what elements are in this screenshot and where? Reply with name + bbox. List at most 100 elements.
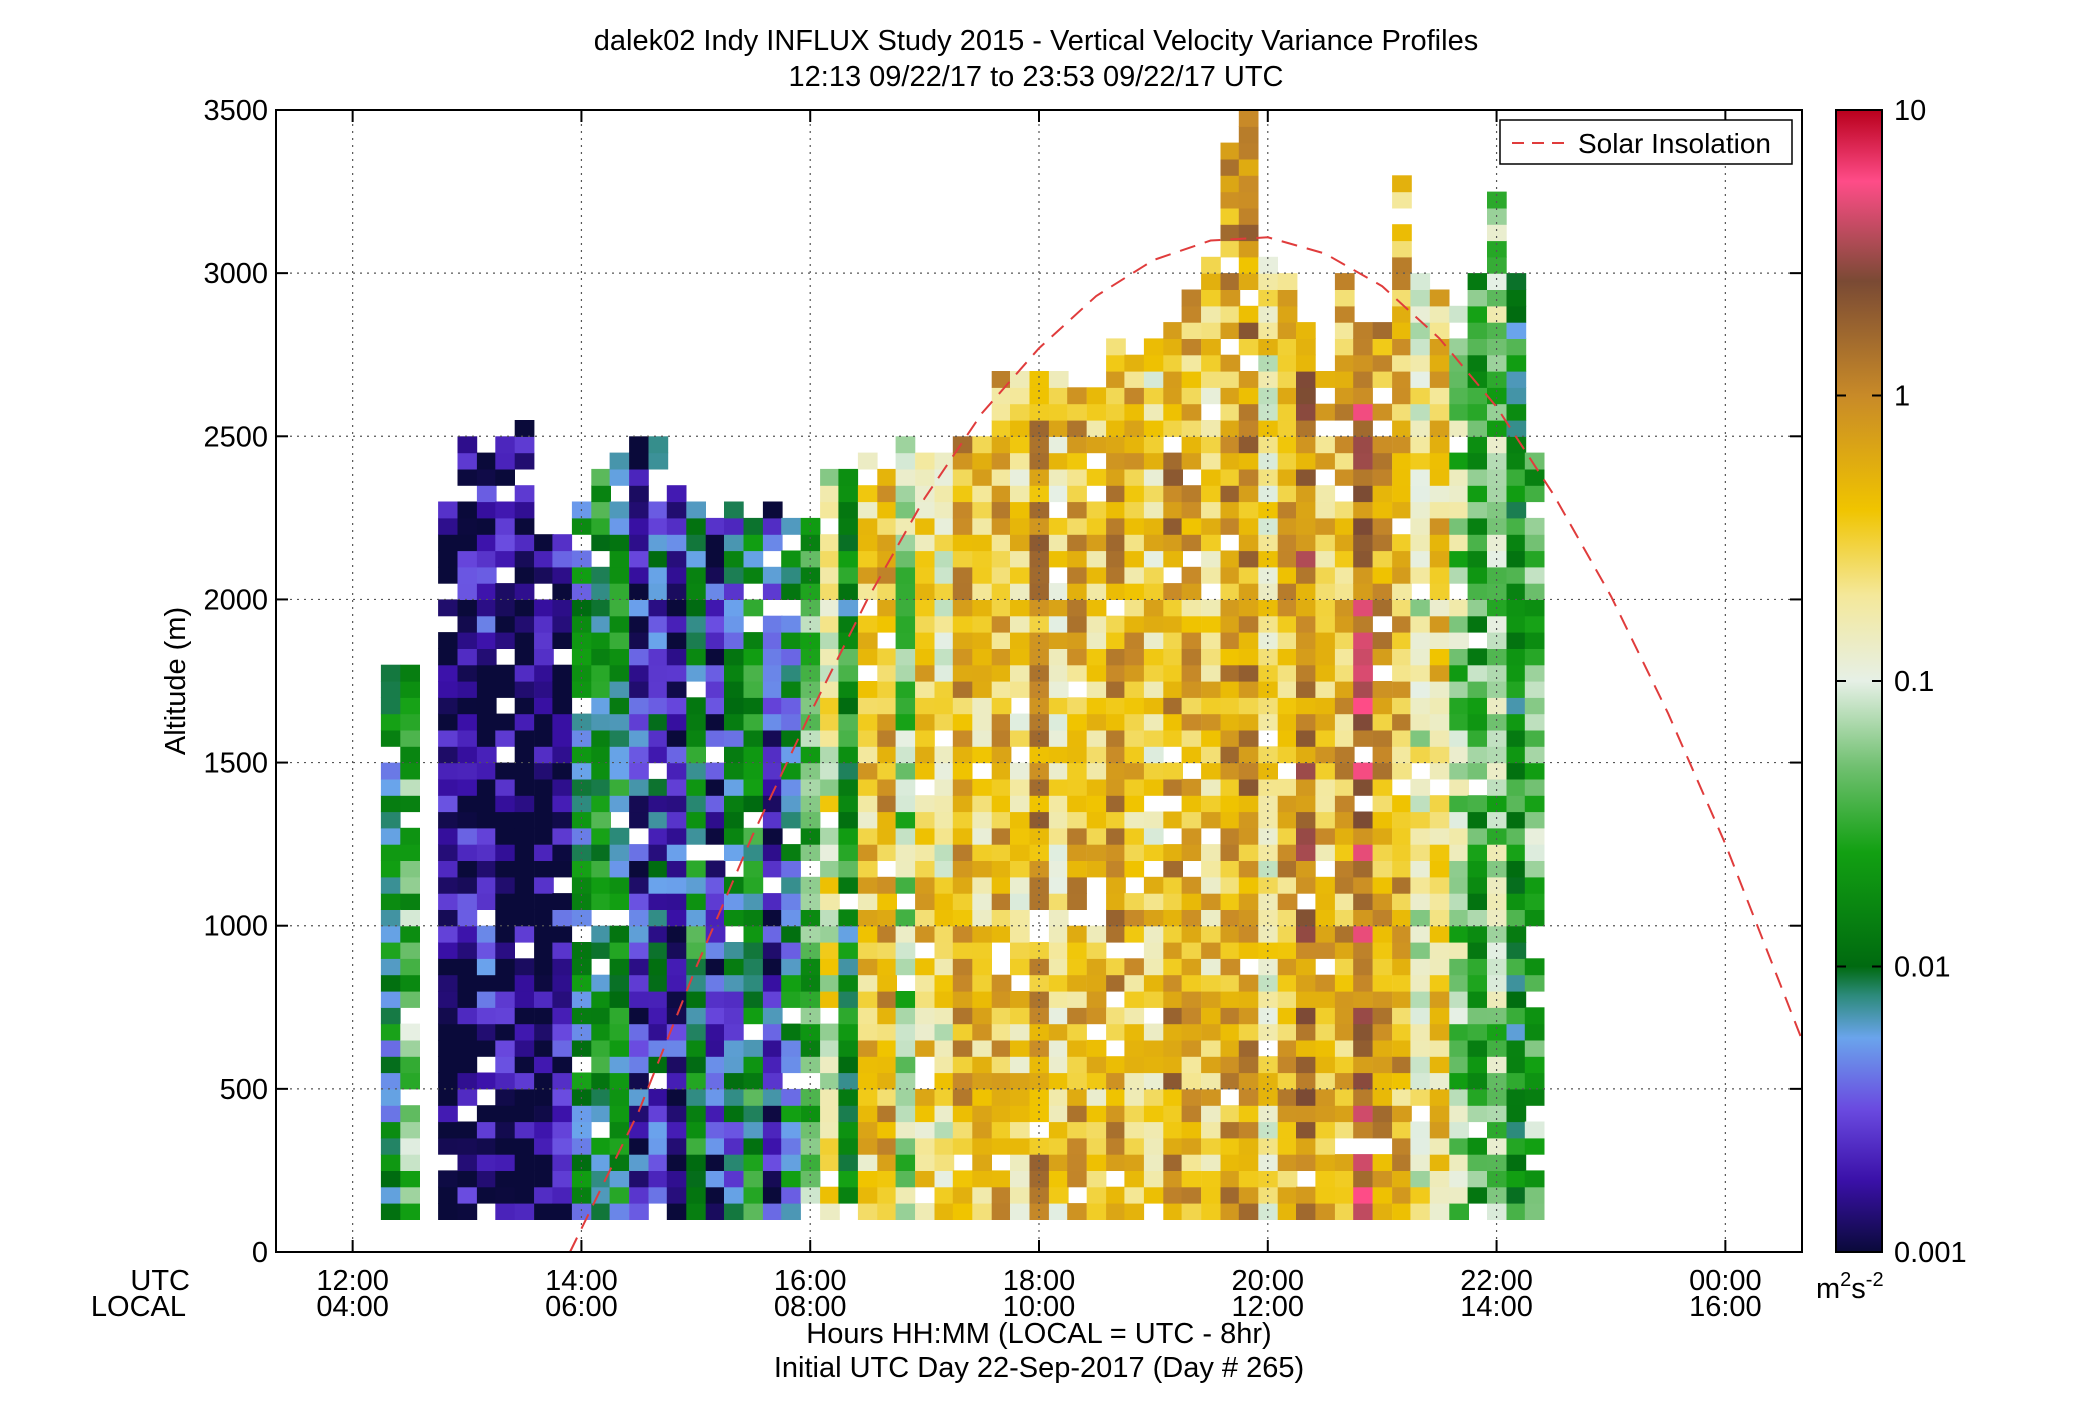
variance-cell — [591, 468, 611, 486]
variance-cell — [1143, 729, 1164, 747]
variance-cell — [380, 925, 401, 943]
variance-cell — [820, 909, 840, 927]
variance-cell — [1487, 909, 1507, 927]
variance-cell — [1238, 485, 1259, 503]
variance-cell — [1163, 1154, 1183, 1171]
profile-column — [686, 501, 706, 1220]
variance-cell — [1467, 795, 1488, 813]
variance-cell — [1201, 420, 1221, 437]
variance-cell — [495, 778, 515, 796]
variance-cell — [952, 1203, 973, 1220]
profile-column — [972, 436, 992, 1220]
variance-cell — [457, 436, 478, 454]
variance-cell — [1124, 632, 1145, 649]
variance-cell — [820, 762, 840, 780]
profile-column — [1163, 322, 1183, 1220]
colorbar-tick-label: 0.01 — [1894, 952, 1950, 984]
variance-cell — [552, 1072, 573, 1090]
variance-cell — [1429, 566, 1450, 584]
variance-cell — [1048, 746, 1069, 764]
variance-cell — [1449, 305, 1469, 323]
profile-column — [724, 501, 744, 1220]
variance-cell — [1220, 632, 1241, 649]
variance-cell — [629, 893, 649, 910]
variance-cell — [1353, 844, 1373, 861]
variance-cell — [1086, 566, 1107, 584]
variance-cell — [1163, 599, 1183, 617]
variance-cell — [1524, 1203, 1545, 1220]
variance-cell — [686, 1137, 706, 1155]
variance-cell — [857, 746, 878, 764]
variance-cell — [495, 958, 515, 976]
variance-cell — [934, 615, 955, 633]
variance-cell — [1277, 1121, 1298, 1139]
variance-cell — [629, 599, 649, 617]
variance-cell — [762, 991, 783, 1008]
variance-cell — [800, 1105, 821, 1123]
x-tick-label-local: 12:00 — [1231, 1291, 1304, 1323]
variance-cell — [1067, 1154, 1087, 1171]
variance-cell — [743, 762, 764, 780]
variance-cell — [1143, 452, 1164, 470]
variance-cell — [666, 1072, 687, 1090]
variance-cell — [762, 909, 783, 927]
variance-cell — [1238, 1105, 1259, 1123]
variance-cell — [1524, 1056, 1545, 1074]
variance-cell — [762, 778, 783, 796]
variance-cell — [705, 1072, 726, 1090]
variance-cell — [820, 1023, 840, 1041]
variance-cell — [915, 517, 935, 535]
variance-cell — [1201, 517, 1221, 535]
variance-cell — [1372, 599, 1393, 617]
variance-cell — [1372, 1105, 1393, 1123]
variance-cell — [1506, 468, 1527, 486]
variance-cell — [1086, 632, 1107, 649]
variance-cell — [1429, 1186, 1450, 1204]
variance-cell — [1296, 1203, 1316, 1220]
variance-cell — [552, 697, 573, 715]
variance-cell — [915, 468, 935, 486]
variance-cell — [476, 876, 497, 894]
variance-cell — [686, 599, 706, 617]
variance-cell — [1067, 534, 1087, 552]
variance-cell — [1238, 1072, 1259, 1090]
variance-cell — [952, 1056, 973, 1074]
variance-cell — [857, 827, 878, 845]
variance-cell — [400, 893, 420, 910]
variance-cell — [1334, 436, 1355, 454]
variance-cell — [1372, 1088, 1393, 1106]
variance-cell — [1010, 550, 1030, 568]
profile-column — [1238, 110, 1259, 1220]
variance-cell — [1258, 762, 1278, 780]
variance-cell — [476, 811, 497, 829]
variance-cell — [724, 893, 744, 910]
variance-cell — [457, 1056, 478, 1074]
variance-cell — [1124, 958, 1145, 976]
variance-cell — [686, 1186, 706, 1204]
variance-cell — [571, 664, 592, 682]
variance-cell — [1238, 860, 1259, 878]
variance-cell — [1048, 583, 1069, 600]
variance-cell — [1467, 273, 1488, 290]
variance-cell — [1449, 452, 1469, 470]
variance-cell — [838, 958, 859, 976]
variance-cell — [991, 795, 1012, 813]
variance-cell — [1220, 1203, 1241, 1220]
variance-cell — [1201, 909, 1221, 927]
variance-cell — [514, 746, 535, 764]
variance-cell — [1106, 876, 1126, 894]
variance-cell — [1106, 485, 1126, 503]
variance-cell — [1086, 681, 1107, 698]
variance-cell — [1106, 566, 1126, 584]
variance-cell — [571, 778, 592, 796]
variance-cell — [724, 1023, 744, 1041]
variance-cell — [1449, 485, 1469, 503]
x-tick-label-local: 10:00 — [1003, 1291, 1076, 1323]
variance-cell — [552, 909, 573, 927]
variance-cell — [1201, 485, 1221, 503]
profile-column — [1487, 191, 1507, 1220]
variance-cell — [1334, 844, 1355, 861]
variance-cell — [1296, 648, 1316, 666]
variance-cell — [552, 958, 573, 976]
variance-cell — [1067, 632, 1087, 649]
